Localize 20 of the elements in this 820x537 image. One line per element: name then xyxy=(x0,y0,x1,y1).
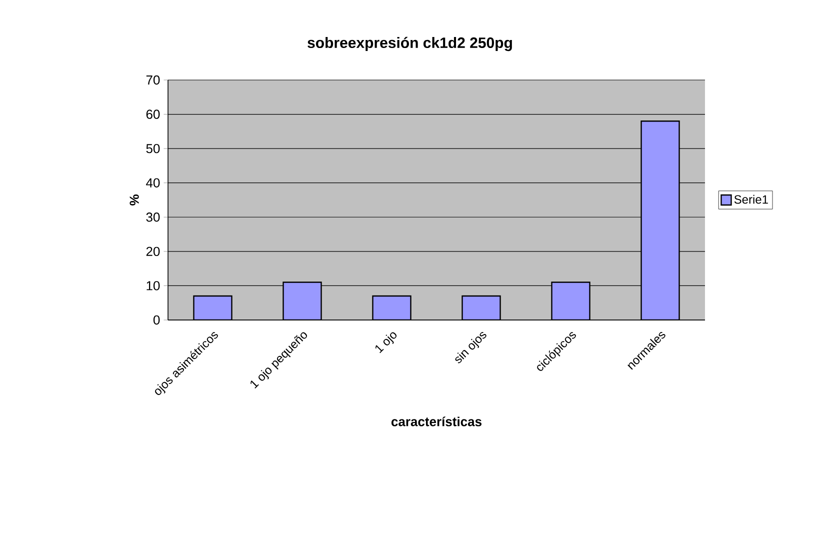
x-axis-title: características xyxy=(391,416,482,426)
y-tick-label: 20 xyxy=(146,246,160,256)
y-axis-title: % xyxy=(130,194,139,206)
y-tick-label: 30 xyxy=(146,212,160,222)
bar xyxy=(193,295,232,320)
y-tick-label: 50 xyxy=(146,144,160,154)
y-tick-label: 0 xyxy=(153,315,160,325)
x-tick-label: sin ojos xyxy=(455,332,486,364)
x-tick-label: 1 ojo xyxy=(375,332,397,354)
y-tick-label: 10 xyxy=(146,281,160,290)
bar xyxy=(282,282,322,320)
bar xyxy=(462,295,501,320)
bar xyxy=(640,120,680,320)
bar xyxy=(372,295,412,320)
chart-title: sobreexpresión ck1d2 250pg xyxy=(308,36,512,52)
y-tick-label: 70 xyxy=(146,75,160,85)
legend-label: Serie1 xyxy=(734,194,768,204)
y-tick-label: 60 xyxy=(146,110,160,119)
bar xyxy=(551,282,590,320)
y-tick-label: 40 xyxy=(146,178,160,188)
